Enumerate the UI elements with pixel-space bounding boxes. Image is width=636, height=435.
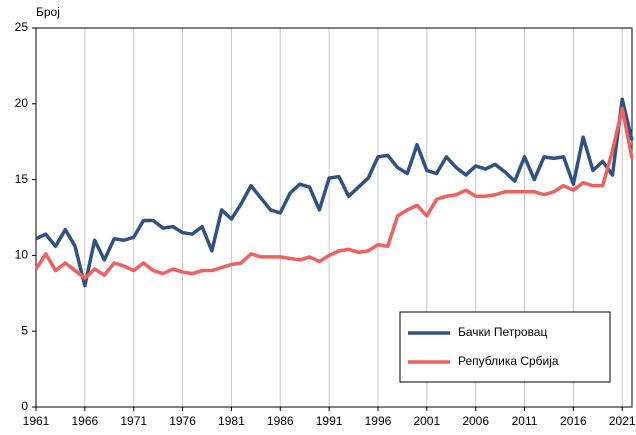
x-tick-label: 2001 [413,414,440,428]
x-tick-label: 1981 [218,414,245,428]
x-tick-label: 2021 [609,414,636,428]
x-tick-label: 2006 [462,414,489,428]
y-tick-label: 10 [15,248,29,262]
y-axis-label: Број [36,5,60,19]
legend-label: Бачки Петровац [458,325,547,339]
x-tick-label: 1966 [72,414,99,428]
y-tick-label: 0 [21,399,28,413]
y-tick-label: 15 [15,172,29,186]
x-tick-label: 1971 [120,414,147,428]
y-tick-label: 20 [15,96,29,110]
plot-frame [35,27,633,408]
y-tick-label: 5 [21,323,28,337]
data-line [35,97,634,288]
x-tick-label: 1976 [169,414,196,428]
x-tick-label: 1996 [365,414,392,428]
x-tick-label: 2016 [560,414,587,428]
legend-box [399,311,611,383]
x-tick-label: 1991 [316,414,343,428]
x-tick-label: 1961 [23,414,50,428]
data-line [34,106,634,280]
legend-label: Република Србија [458,354,559,368]
y-tick-label: 25 [15,20,29,34]
x-tick-label: 2011 [512,414,538,428]
x-tick-label: 1986 [267,414,294,428]
